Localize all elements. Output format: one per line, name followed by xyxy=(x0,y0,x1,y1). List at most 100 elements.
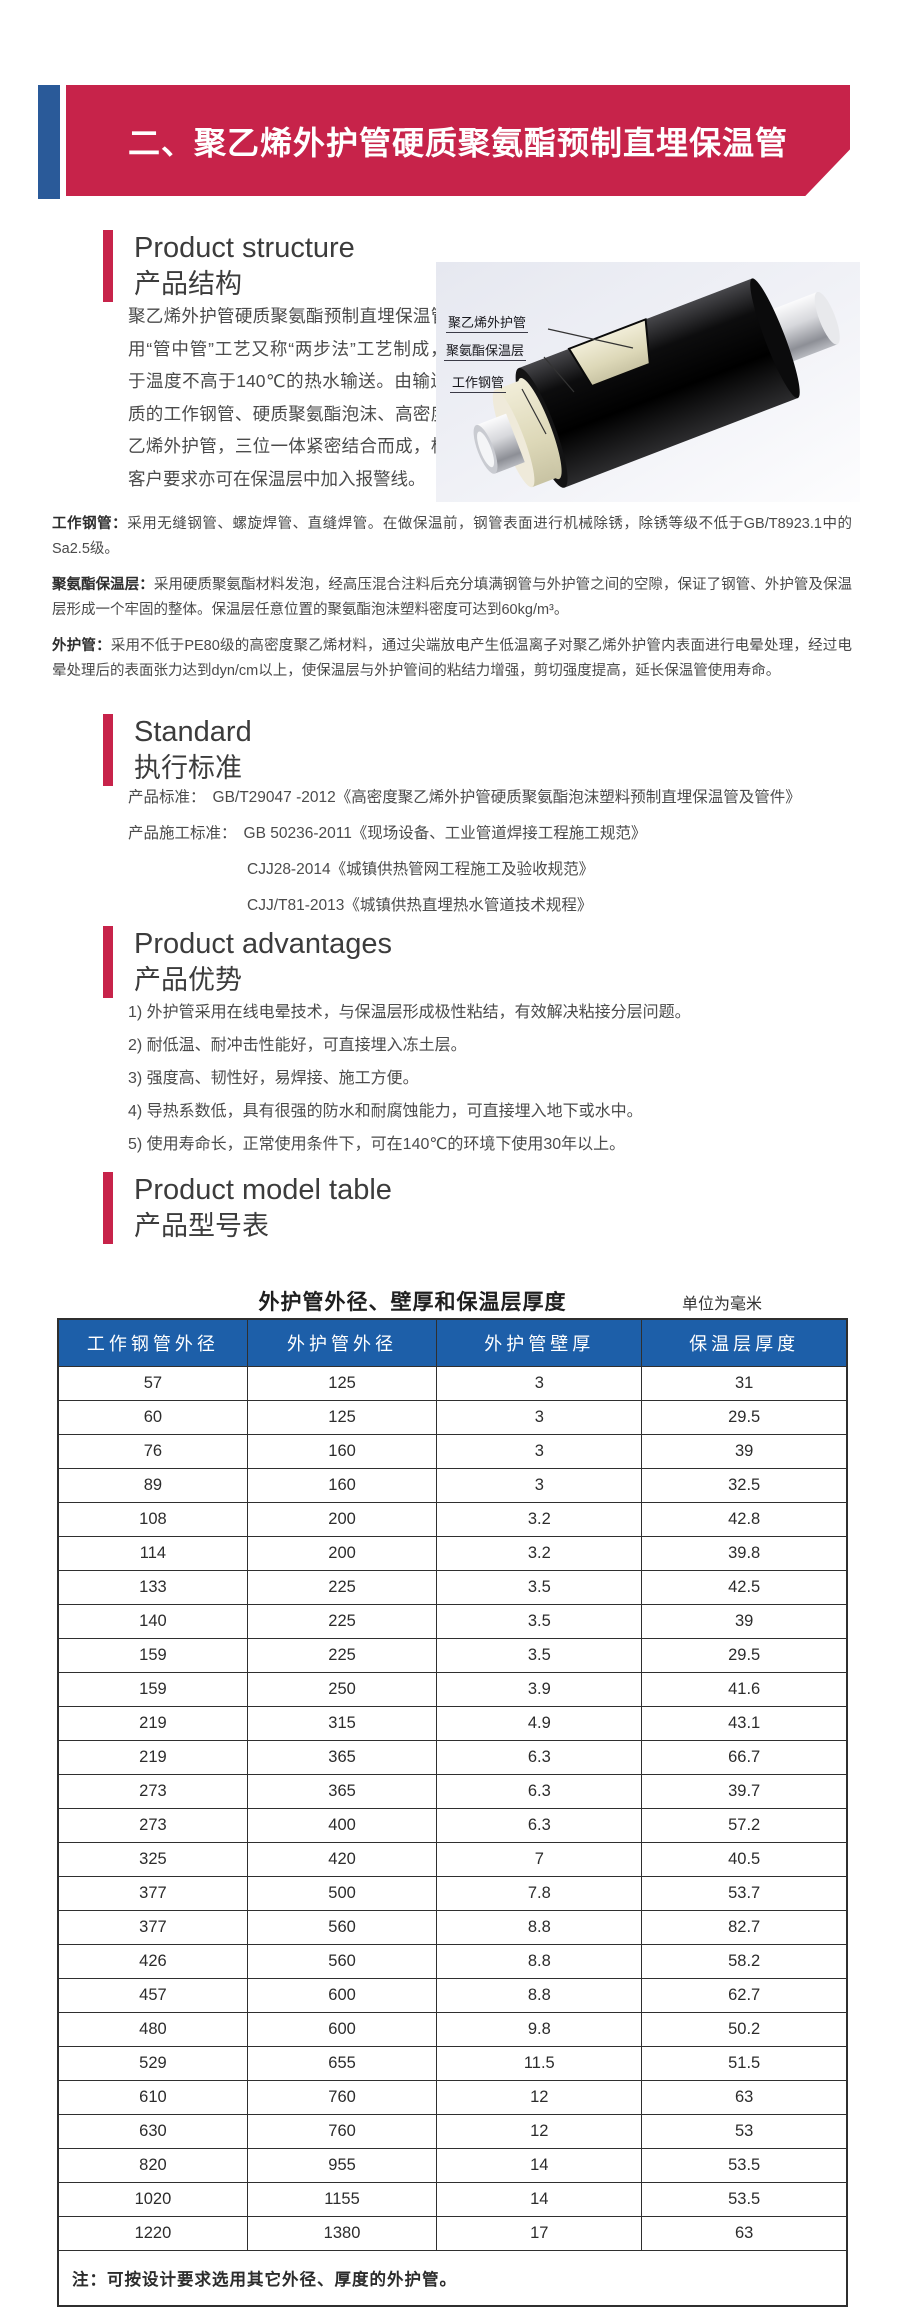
standard-list: 产品标准： GB/T29047 -2012《高密度聚乙烯外护管硬质聚氨酯泡沫塑料预… xyxy=(128,780,868,924)
table-cell: 7.8 xyxy=(436,1876,643,1911)
table-cell: 82.7 xyxy=(641,1910,848,1945)
table-note: 注：可按设计要求选用其它外径、厚度的外护管。 xyxy=(57,2250,848,2307)
table-cell: 159 xyxy=(57,1638,248,1673)
table-cell: 89 xyxy=(57,1468,248,1503)
column-header-insul-thick: 保温层厚度 xyxy=(641,1318,848,1367)
standard-line: CJJ/T81-2013《城镇供热直埋热水管道技术规程》 xyxy=(128,888,868,924)
table-cell: 250 xyxy=(246,1672,438,1707)
section-title-en: Standard xyxy=(134,716,252,748)
table-cell: 51.5 xyxy=(641,2046,848,2081)
banner-ribbon: 二、聚乙烯外护管硬质聚氨酯预制直埋保温管 xyxy=(66,85,850,196)
table-cell: 3.5 xyxy=(436,1638,643,1673)
table-cell: 426 xyxy=(57,1944,248,1979)
pipe-illustration xyxy=(436,262,860,502)
table-header-row: 工作钢管外径 外护管外径 外护管壁厚 保温层厚度 xyxy=(57,1318,848,1367)
table-cell: 4.9 xyxy=(436,1706,643,1741)
table-cell: 760 xyxy=(246,2114,438,2149)
table-cell: 39 xyxy=(641,1604,848,1639)
table-cell: 1020 xyxy=(57,2182,248,2217)
table-cell: 40.5 xyxy=(641,1842,848,1877)
table-cell: 3.5 xyxy=(436,1604,643,1639)
table-cell: 315 xyxy=(246,1706,438,1741)
page-title: 二、聚乙烯外护管硬质聚氨酯预制直埋保温管 xyxy=(127,124,788,161)
table-row: 159 250 3.9 41.6 xyxy=(57,1672,848,1707)
table-row: 377 500 7.8 53.7 xyxy=(57,1876,848,1911)
table-row: 1020 1155 14 53.5 xyxy=(57,2182,848,2217)
table-cell: 57.2 xyxy=(641,1808,848,1843)
table-row: 57 125 3 31 xyxy=(57,1366,848,1401)
table-cell: 133 xyxy=(57,1570,248,1605)
table-row: 219 365 6.3 66.7 xyxy=(57,1740,848,1775)
table-cell: 63 xyxy=(641,2080,848,2115)
table-cell: 53.7 xyxy=(641,1876,848,1911)
table-cell: 219 xyxy=(57,1706,248,1741)
definitions: 工作钢管：采用无缝钢管、螺旋焊管、直缝焊管。在做保温前，钢管表面进行机械除锈，除… xyxy=(52,512,852,695)
section-heading-model-table: Product model table 产品型号表 xyxy=(103,1172,392,1244)
table-cell: 53.5 xyxy=(641,2182,848,2217)
table-cell: 108 xyxy=(57,1502,248,1537)
table-row: 325 420 7 40.5 xyxy=(57,1842,848,1877)
table-cell: 500 xyxy=(246,1876,438,1911)
standard-line: 产品施工标准： GB 50236-2011《现场设备、工业管道焊接工程施工规范》 xyxy=(128,816,868,852)
table-cell: 43.1 xyxy=(641,1706,848,1741)
table-cell: 17 xyxy=(436,2216,643,2251)
table-cell: 76 xyxy=(57,1434,248,1469)
table-cell: 12 xyxy=(436,2080,643,2115)
table-cell: 31 xyxy=(641,1366,848,1401)
table-cell: 160 xyxy=(246,1434,438,1469)
table-cell: 63 xyxy=(641,2216,848,2251)
table-row: 610 760 12 63 xyxy=(57,2080,848,2115)
table-cell: 57 xyxy=(57,1366,248,1401)
table-title-row: 外护管外径、壁厚和保温层厚度 单位为毫米 xyxy=(57,1286,848,1318)
table-cell: 14 xyxy=(436,2182,643,2217)
table-cell: 560 xyxy=(246,1910,438,1945)
table-cell: 3 xyxy=(436,1366,643,1401)
table-cell: 12 xyxy=(436,2114,643,2149)
table-cell: 14 xyxy=(436,2148,643,2183)
table-cell: 3.5 xyxy=(436,1570,643,1605)
table-cell: 114 xyxy=(57,1536,248,1571)
table-cell: 32.5 xyxy=(641,1468,848,1503)
advantage-item: 1) 外护管采用在线电晕技术，与保温层形成极性粘结，有效解决粘接分层问题。 xyxy=(128,1004,691,1021)
table-cell: 62.7 xyxy=(641,1978,848,2013)
figure-leader-line xyxy=(543,356,575,393)
table-row: 114 200 3.2 39.8 xyxy=(57,1536,848,1571)
structure-paragraph: 聚乙烯外护管硬质聚氨酯预制直埋保温管采用“管中管”工艺又称“两步法”工艺制成，用… xyxy=(128,306,466,489)
table-cell: 42.8 xyxy=(641,1502,848,1537)
table-cell: 529 xyxy=(57,2046,248,2081)
advantages-list: 1) 外护管采用在线电晕技术，与保温层形成极性粘结，有效解决粘接分层问题。 2) … xyxy=(128,996,868,1161)
model-table-body: 57 125 3 31 60 125 3 29.5 76 160 3 39 89 160 3 32.5 108 2… xyxy=(57,1366,848,2251)
table-cell: 365 xyxy=(246,1774,438,1809)
table-row: 133 225 3.5 42.5 xyxy=(57,1570,848,1605)
definition-paragraph: 工作钢管：采用无缝钢管、螺旋焊管、直缝焊管。在做保温前，钢管表面进行机械除锈，除… xyxy=(52,512,852,562)
table-cell: 820 xyxy=(57,2148,248,2183)
table-cell: 50.2 xyxy=(641,2012,848,2047)
figure-label-steel-pipe: 工作钢管 xyxy=(450,372,507,393)
table-cell: 125 xyxy=(246,1400,438,1435)
table-cell: 3 xyxy=(436,1400,643,1435)
table-cell: 42.5 xyxy=(641,1570,848,1605)
table-row: 273 400 6.3 57.2 xyxy=(57,1808,848,1843)
table-cell: 377 xyxy=(57,1910,248,1945)
table-cell: 140 xyxy=(57,1604,248,1639)
advantage-item: 5) 使用寿命长，正常使用条件下，可在140℃的环境下使用30年以上。 xyxy=(128,1136,626,1153)
table-cell: 8.8 xyxy=(436,1944,643,1979)
heading-accent-bar xyxy=(103,1172,113,1244)
section-title-en: Product structure xyxy=(134,232,355,264)
figure-leader-line xyxy=(521,388,547,435)
table-cell: 655 xyxy=(246,2046,438,2081)
banner: 二、聚乙烯外护管硬质聚氨酯预制直埋保温管 xyxy=(38,85,850,203)
product-structure-figure: 聚乙烯外护管 聚氨酯保温层 工作钢管 xyxy=(436,262,860,502)
table-cell: 1380 xyxy=(246,2216,438,2251)
section-title-zh: 产品结构 xyxy=(134,269,242,299)
model-table: 工作钢管外径 外护管外径 外护管壁厚 保温层厚度 57 125 3 31 60 125 3 2… xyxy=(57,1318,848,2307)
table-cell: 1155 xyxy=(246,2182,438,2217)
section-title-en: Product model table xyxy=(134,1174,392,1206)
table-row: 529 655 11.5 51.5 xyxy=(57,2046,848,2081)
table-cell: 6.3 xyxy=(436,1808,643,1843)
table-cell: 29.5 xyxy=(641,1638,848,1673)
table-cell: 8.8 xyxy=(436,1910,643,1945)
table-cell: 39.7 xyxy=(641,1774,848,1809)
definition-term: 外护管： xyxy=(52,638,111,654)
